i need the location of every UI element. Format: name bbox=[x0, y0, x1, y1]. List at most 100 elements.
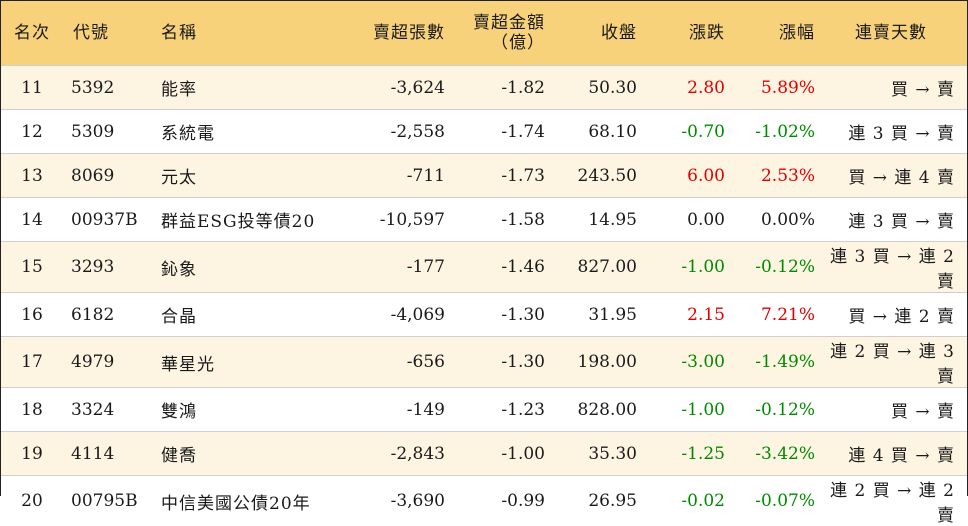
cell-name: 鈊象 bbox=[157, 242, 351, 293]
cell-streak: 買 → 賣 bbox=[815, 66, 967, 110]
header-name[interactable]: 名稱 bbox=[157, 1, 351, 66]
cell-net-amount: -1.00 bbox=[445, 432, 545, 476]
cell-close: 31.95 bbox=[545, 293, 637, 337]
cell-change: -1.00 bbox=[637, 242, 725, 293]
cell-close: 243.50 bbox=[545, 154, 637, 198]
cell-close: 827.00 bbox=[545, 242, 637, 293]
header-net-shares[interactable]: 賣超張數 bbox=[351, 1, 445, 66]
cell-rank: 17 bbox=[1, 337, 63, 388]
cell-change: -1.00 bbox=[637, 388, 725, 432]
header-rank[interactable]: 名次 bbox=[1, 1, 63, 66]
cell-change: -1.25 bbox=[637, 432, 725, 476]
cell-rank: 14 bbox=[1, 198, 63, 242]
cell-net-shares: -2,843 bbox=[351, 432, 445, 476]
cell-close: 828.00 bbox=[545, 388, 637, 432]
cell-code: 5309 bbox=[63, 110, 157, 154]
cell-net-amount: -1.74 bbox=[445, 110, 545, 154]
cell-rank: 20 bbox=[1, 476, 63, 526]
cell-code: 00937B bbox=[63, 198, 157, 242]
cell-change: -0.70 bbox=[637, 110, 725, 154]
cell-streak: 連 3 買 → 賣 bbox=[815, 198, 967, 242]
cell-change-pct: -1.02% bbox=[725, 110, 815, 154]
cell-net-shares: -656 bbox=[351, 337, 445, 388]
cell-net-shares: -149 bbox=[351, 388, 445, 432]
header-close[interactable]: 收盤 bbox=[545, 1, 637, 66]
cell-net-amount: -1.46 bbox=[445, 242, 545, 293]
cell-net-amount: -1.58 bbox=[445, 198, 545, 242]
cell-code: 4979 bbox=[63, 337, 157, 388]
cell-change: 2.15 bbox=[637, 293, 725, 337]
cell-change: -0.02 bbox=[637, 476, 725, 526]
cell-name: 系統電 bbox=[157, 110, 351, 154]
header-net-amount-label: 賣超金額 bbox=[445, 13, 545, 33]
cell-code: 5392 bbox=[63, 66, 157, 110]
cell-streak: 連 4 買 → 賣 bbox=[815, 432, 967, 476]
cell-code: 4114 bbox=[63, 432, 157, 476]
cell-net-amount: -1.73 bbox=[445, 154, 545, 198]
cell-change-pct: 5.89% bbox=[725, 66, 815, 110]
cell-streak: 買 → 賣 bbox=[815, 388, 967, 432]
cell-net-amount: -1.82 bbox=[445, 66, 545, 110]
header-streak[interactable]: 連賣天數 bbox=[815, 1, 967, 66]
cell-net-shares: -711 bbox=[351, 154, 445, 198]
cell-streak: 連 2 買 → 連 3 賣 bbox=[815, 337, 967, 388]
cell-net-shares: -2,558 bbox=[351, 110, 445, 154]
cell-rank: 15 bbox=[1, 242, 63, 293]
cell-net-shares: -4,069 bbox=[351, 293, 445, 337]
cell-code: 6182 bbox=[63, 293, 157, 337]
cell-close: 14.95 bbox=[545, 198, 637, 242]
cell-name: 群益ESG投等債20 bbox=[157, 198, 351, 242]
cell-change: 0.00 bbox=[637, 198, 725, 242]
cell-name: 元太 bbox=[157, 154, 351, 198]
header-code[interactable]: 代號 bbox=[63, 1, 157, 66]
table-header-row: 名次 代號 名稱 賣超張數 賣超金額 （億） 收盤 漲跌 漲幅 連賣天數 bbox=[1, 1, 967, 66]
cell-streak: 買 → 連 4 賣 bbox=[815, 154, 967, 198]
cell-rank: 13 bbox=[1, 154, 63, 198]
cell-name: 健喬 bbox=[157, 432, 351, 476]
cell-change-pct: -1.49% bbox=[725, 337, 815, 388]
cell-change-pct: -0.12% bbox=[725, 388, 815, 432]
cell-name: 中信美國公債20年 bbox=[157, 476, 351, 526]
cell-net-shares: -3,690 bbox=[351, 476, 445, 526]
cell-rank: 12 bbox=[1, 110, 63, 154]
cell-rank: 11 bbox=[1, 66, 63, 110]
cell-net-amount: -0.99 bbox=[445, 476, 545, 526]
cell-close: 198.00 bbox=[545, 337, 637, 388]
cell-net-shares: -177 bbox=[351, 242, 445, 293]
cell-name: 合晶 bbox=[157, 293, 351, 337]
cell-change-pct: 2.53% bbox=[725, 154, 815, 198]
cell-change-pct: -3.42% bbox=[725, 432, 815, 476]
cell-net-shares: -3,624 bbox=[351, 66, 445, 110]
header-change-pct[interactable]: 漲幅 bbox=[725, 1, 815, 66]
cell-change-pct: -0.12% bbox=[725, 242, 815, 293]
header-change[interactable]: 漲跌 bbox=[637, 1, 725, 66]
cell-code: 3324 bbox=[63, 388, 157, 432]
cell-change-pct: -0.07% bbox=[725, 476, 815, 526]
cell-change: 2.80 bbox=[637, 66, 725, 110]
cell-close: 26.95 bbox=[545, 476, 637, 526]
cell-change: -3.00 bbox=[637, 337, 725, 388]
header-net-amount[interactable]: 賣超金額 （億） bbox=[445, 1, 545, 66]
cell-change-pct: 7.21% bbox=[725, 293, 815, 337]
header-net-amount-unit: （億） bbox=[445, 33, 545, 53]
cell-change-pct: 0.00% bbox=[725, 198, 815, 242]
cell-code: 00795B bbox=[63, 476, 157, 526]
cell-net-shares: -10,597 bbox=[351, 198, 445, 242]
cell-rank: 18 bbox=[1, 388, 63, 432]
cell-streak: 連 3 買 → 連 2 賣 bbox=[815, 242, 967, 293]
cell-rank: 16 bbox=[1, 293, 63, 337]
cell-net-amount: -1.23 bbox=[445, 388, 545, 432]
cell-close: 35.30 bbox=[545, 432, 637, 476]
